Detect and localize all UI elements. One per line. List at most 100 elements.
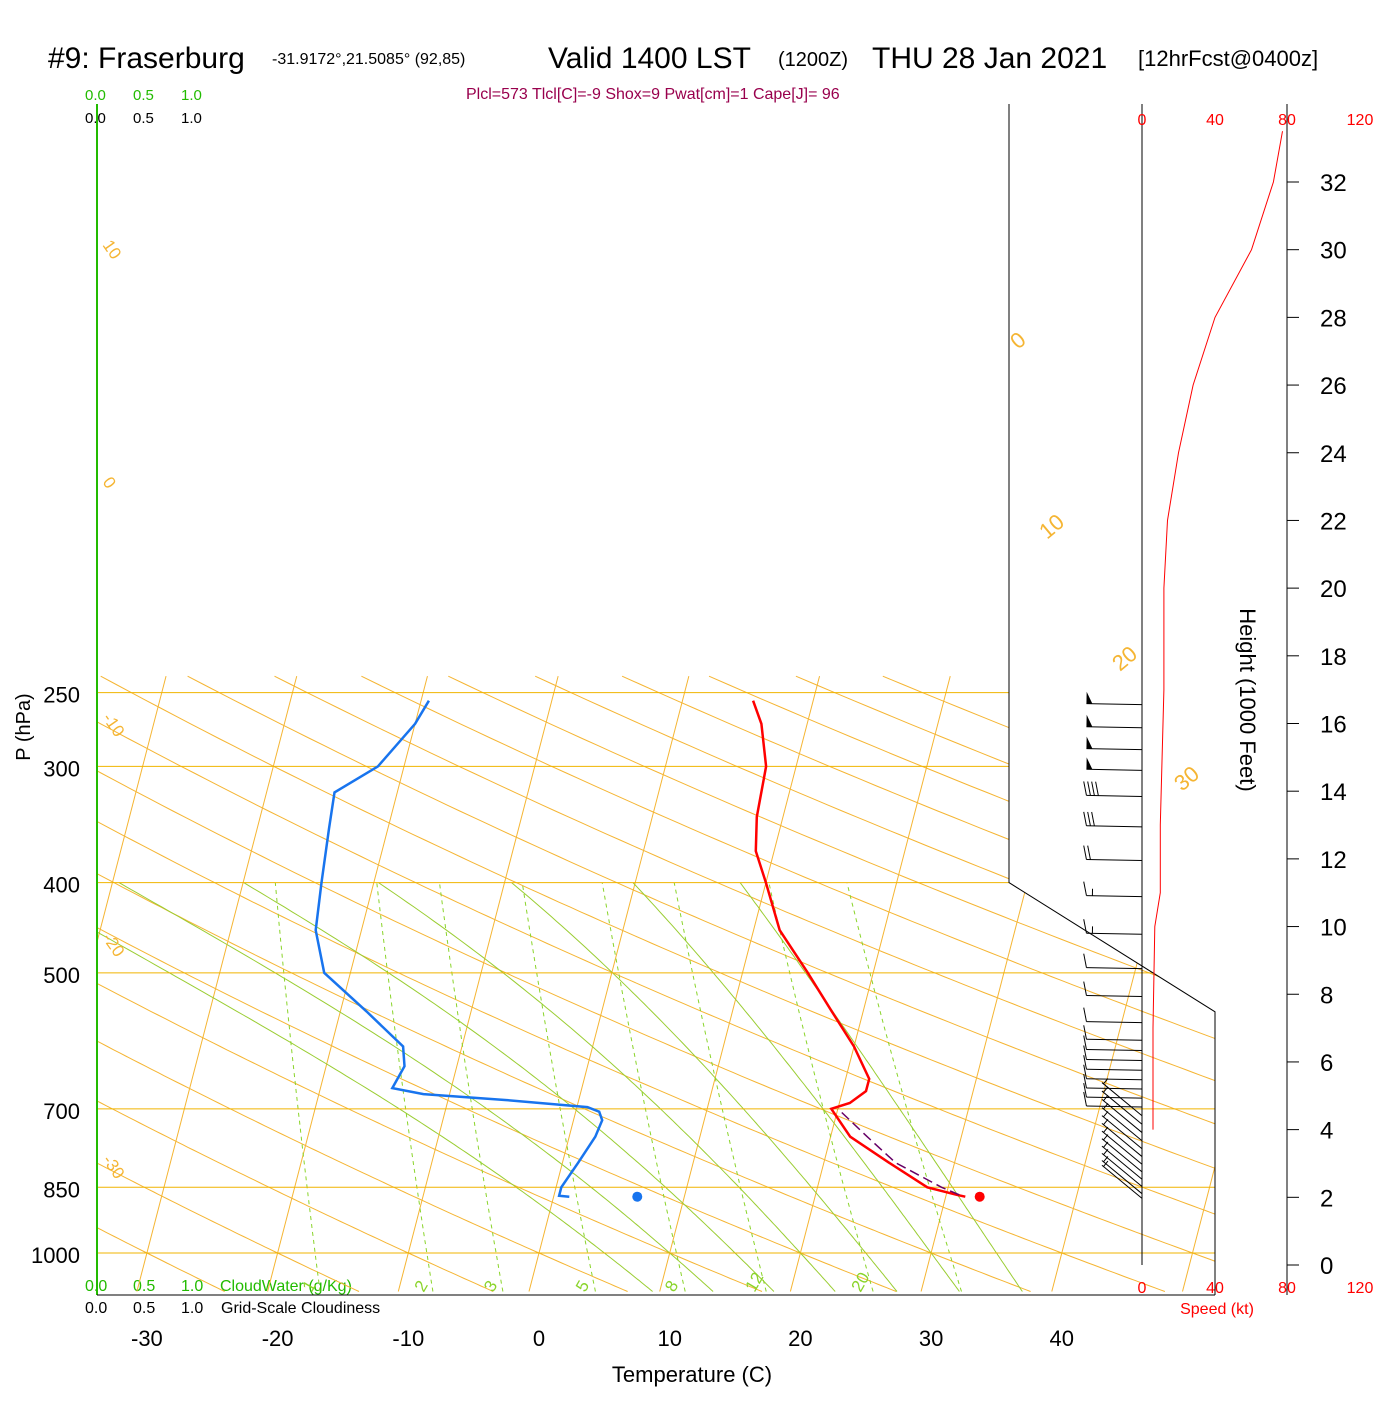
mixing-ratio-line — [275, 883, 320, 1292]
wind-barb-half — [1103, 1135, 1107, 1140]
wind-barb — [1102, 1095, 1142, 1132]
surface-temperature-point — [975, 1192, 985, 1202]
cloud-scale-top-gs-2: 1.0 — [181, 110, 202, 127]
wind-barb-full — [1084, 781, 1087, 795]
cloud-scale-bottom-gs-2: 1.0 — [181, 1300, 203, 1317]
wind-barb — [1086, 715, 1142, 728]
speed-tick-top: 120 — [1347, 112, 1374, 129]
dry-adiabat — [709, 676, 1400, 1291]
chart-title-date: THU 28 Jan 2021 — [872, 42, 1107, 75]
dry-adiabat-label: 10 — [99, 236, 125, 262]
moist-adiabat — [633, 883, 959, 1292]
cloud-scale-top: 0.0 0.5 1.0 0.0 0.5 1.0 — [85, 87, 202, 127]
dry-adiabat — [275, 676, 1400, 1291]
speed-tick-bottom: 80 — [1278, 1280, 1296, 1297]
wind-barb-staff — [1086, 727, 1142, 728]
wind-barb-full — [1084, 882, 1087, 896]
wind-barb-half — [1103, 1111, 1107, 1116]
dry-adiabat — [796, 676, 1400, 1291]
mixing-ratio-line — [522, 883, 595, 1292]
cloud-scale-bottom-gs-1: 0.5 — [133, 1300, 155, 1317]
wind-barb-full — [1084, 1008, 1087, 1022]
moist-adiabat — [244, 883, 774, 1292]
wind-barb-staff — [1086, 795, 1142, 796]
height-tick-label: 10 — [1320, 915, 1347, 942]
mixing-ratio-line — [377, 883, 433, 1292]
height-tick-label: 2 — [1320, 1185, 1333, 1212]
temperature-tick-label: 0 — [533, 1326, 545, 1351]
wind-barb — [1084, 882, 1142, 897]
cloudwater-label: CloudWater (g/Kg) — [220, 1278, 352, 1295]
cloud-scale-bottom-gs-0: 0.0 — [85, 1300, 107, 1317]
speed-tick-bottom: 120 — [1347, 1280, 1374, 1297]
dry-adiabat — [0, 676, 1031, 1291]
x-axis-label: Temperature (C) — [612, 1362, 772, 1387]
wind-barb-full — [1088, 782, 1091, 796]
wind-barb — [1084, 1008, 1142, 1023]
isotherm — [0, 676, 35, 1291]
dry-adiabat — [0, 676, 1165, 1291]
y-axis-label: P (hPa) — [13, 693, 35, 760]
wind-barb-flag — [1086, 715, 1092, 727]
temperature-tick-label: 30 — [919, 1326, 943, 1351]
wind-barb-full — [1092, 812, 1095, 826]
mixing-ratio-label: 5 — [572, 1277, 593, 1295]
wind-barb-full — [1084, 846, 1087, 860]
mixing-ratio-label: 20 — [847, 1269, 873, 1295]
dry-adiabat-label: -30 — [99, 1151, 129, 1182]
moist-adiabat — [740, 883, 1022, 1292]
height-tick-label: 0 — [1320, 1253, 1333, 1280]
mixing-ratio-label: 8 — [661, 1277, 682, 1295]
temperature-tick-label: -30 — [131, 1326, 163, 1351]
pressure-tick-label: 250 — [43, 683, 80, 708]
temperature-profile — [753, 701, 965, 1197]
dry-adiabat-label: 0 — [99, 473, 120, 492]
dry-adiabat — [0, 676, 762, 1291]
wind-barb — [1084, 1036, 1142, 1051]
wind-barb — [1102, 1156, 1142, 1193]
wind-barb-half — [1103, 1149, 1107, 1154]
cloud-scale-top-gs-1: 0.5 — [133, 110, 154, 127]
wind-barb-staff — [1086, 1106, 1142, 1107]
dry-adiabat — [0, 676, 225, 1291]
height-tick-label: 12 — [1320, 847, 1347, 874]
wind-barb — [1084, 982, 1142, 997]
wind-barb-staff — [1086, 1097, 1142, 1098]
chart-title-zulu: (1200Z) — [778, 49, 848, 71]
speed-tick-bottom: 40 — [1206, 1280, 1224, 1297]
cloud-scale-top-2: 1.0 — [181, 87, 202, 104]
isotherm — [1182, 676, 1342, 1291]
pressure-tick-label: 500 — [43, 963, 80, 988]
wind-barb — [1084, 919, 1142, 934]
temperature-tick-label: 10 — [657, 1326, 681, 1351]
isotherm — [137, 676, 297, 1291]
pressure-tick-label: 850 — [43, 1177, 80, 1202]
wind-barb-staff — [1086, 1088, 1142, 1089]
wind-barb-staff — [1086, 933, 1142, 934]
cloud-scale-top-0: 0.0 — [85, 87, 106, 104]
moist-adiabat-label: 10 — [1034, 509, 1069, 544]
height-tick-label: 22 — [1320, 508, 1347, 535]
wind-barb-staff — [1086, 769, 1142, 770]
wind-barb-staff — [1086, 859, 1142, 860]
wind-barb-staff — [1086, 896, 1142, 897]
dry-adiabat — [188, 676, 1400, 1291]
wind-barb-flag — [1086, 737, 1092, 749]
height-tick-label: 18 — [1320, 644, 1347, 671]
speed-tick-top: 80 — [1278, 112, 1296, 129]
height-tick-label: 6 — [1320, 1050, 1333, 1077]
pressure-tick-label: 400 — [43, 873, 80, 898]
cloud-scale-top-gs-0: 0.0 — [85, 110, 106, 127]
surface-dewpoint-point — [632, 1192, 642, 1202]
height-tick-label: 16 — [1320, 712, 1347, 739]
wind-barb-half — [1103, 1156, 1107, 1161]
wind-barb — [1086, 737, 1142, 750]
chart-title-coords: -31.9172°,21.5085° (92,85) — [272, 51, 465, 68]
dry-adiabat — [622, 676, 1400, 1291]
wind-barb-flag — [1086, 757, 1092, 769]
wind-barb — [1084, 1074, 1142, 1089]
height-tick-label: 20 — [1320, 576, 1347, 603]
mixing-ratio-label: 3 — [480, 1277, 501, 1295]
chart-title-station: #9: Fraserburg — [48, 42, 245, 75]
wind-barb-full — [1084, 812, 1087, 826]
